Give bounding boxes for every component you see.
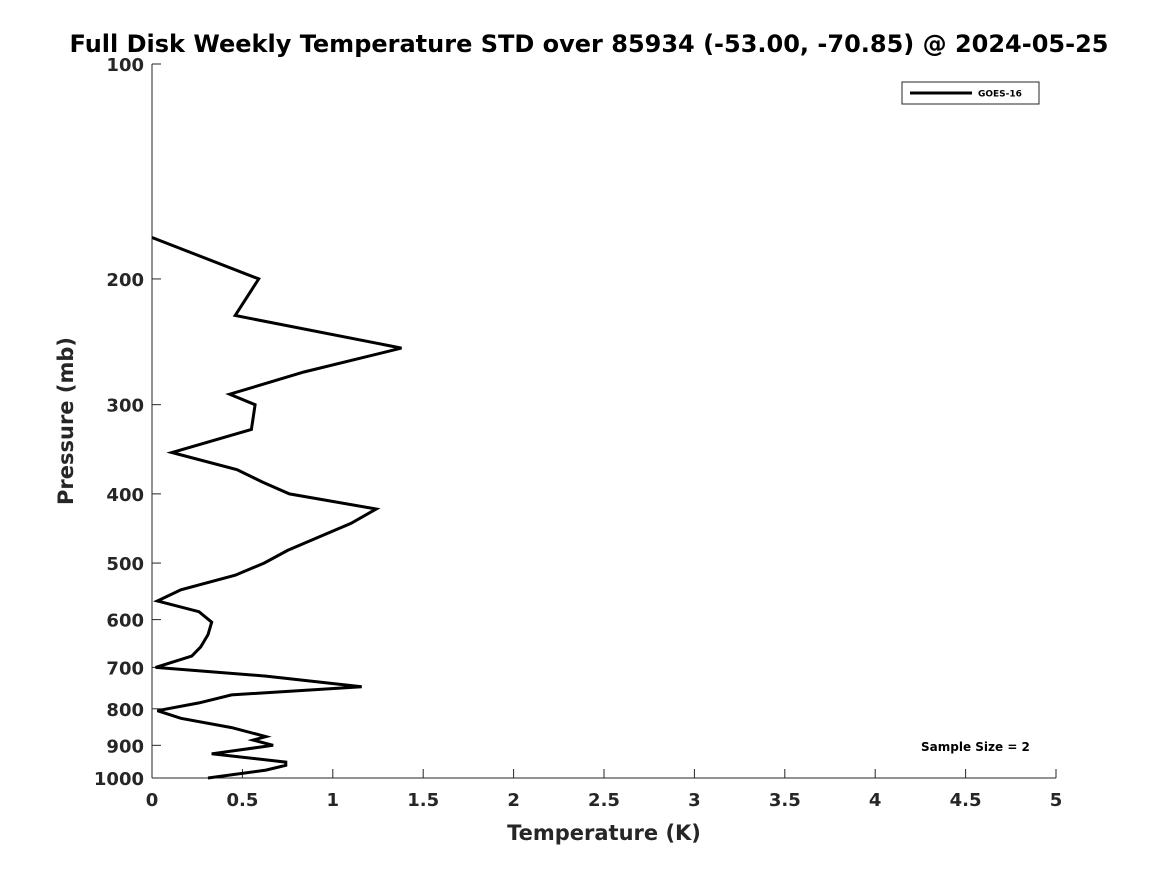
y-tick-label: 400 <box>106 485 144 506</box>
y-tick-label: 200 <box>106 270 144 291</box>
x-tick-label: 1 <box>327 790 340 811</box>
series-line-goes-16 <box>151 236 402 780</box>
plot-area <box>152 64 1056 778</box>
x-tick-label: 4 <box>869 790 882 811</box>
y-tick-label: 700 <box>106 658 144 679</box>
sample-size-annotation: Sample Size = 2 <box>921 740 1030 754</box>
x-tick-label: 1.5 <box>407 790 439 811</box>
x-tick-label: 2 <box>507 790 520 811</box>
y-tick-label: 100 <box>106 55 144 76</box>
x-tick-label: 5 <box>1050 790 1063 811</box>
chart-title: Full Disk Weekly Temperature STD over 85… <box>70 30 1109 58</box>
x-tick-label: 3 <box>688 790 701 811</box>
x-tick-label: 2.5 <box>588 790 620 811</box>
y-tick-label: 600 <box>106 611 144 632</box>
x-tick-label: 0 <box>146 790 159 811</box>
y-axis-label: Pressure (mb) <box>54 337 78 505</box>
y-tick-label: 300 <box>106 396 144 417</box>
y-tick-label: 800 <box>106 700 144 721</box>
legend: GOES-16 <box>901 81 1040 105</box>
x-axis-label: Temperature (K) <box>507 821 701 845</box>
x-tick-label: 0.5 <box>226 790 258 811</box>
y-tick-label: 1000 <box>94 769 144 790</box>
legend-label-goes-16: GOES-16 <box>978 90 1022 100</box>
y-tick-label: 500 <box>106 554 144 575</box>
y-tick-label: 900 <box>106 736 144 757</box>
x-axis-ticks: 0 0.5 1 1.5 2 2.5 3 3.5 4 4.5 5 <box>146 769 1063 811</box>
x-tick-label: 3.5 <box>769 790 801 811</box>
y-axis-ticks: 100 200 300 400 500 600 700 800 900 1000 <box>94 55 161 790</box>
x-tick-label: 4.5 <box>950 790 982 811</box>
